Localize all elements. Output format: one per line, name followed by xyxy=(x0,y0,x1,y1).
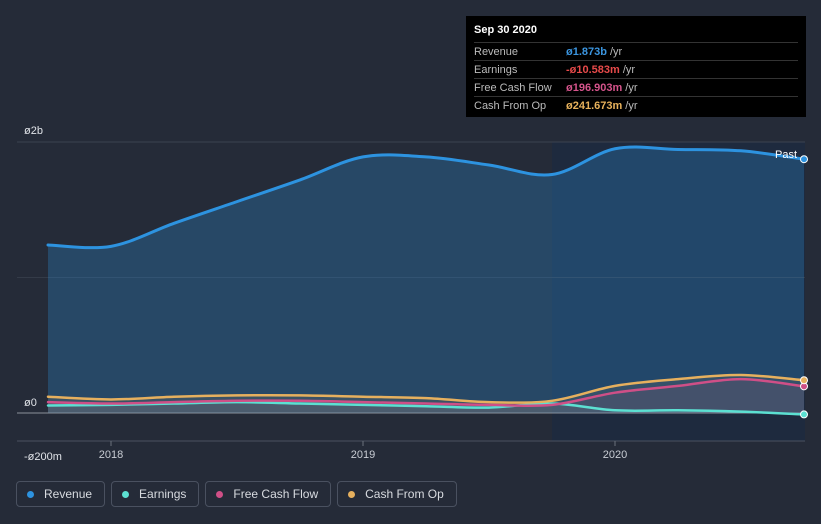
y-tick-label: ø0 xyxy=(24,397,37,409)
series-area-free-cash-flow xyxy=(48,379,804,413)
series-line-cash-from-op xyxy=(46,373,806,404)
earnings-dot-icon xyxy=(122,490,130,498)
legend-label: Free Cash Flow xyxy=(233,487,319,501)
legend-label: Revenue xyxy=(44,487,93,501)
revenue-dot-icon xyxy=(27,490,34,498)
tooltip-unit: /yr xyxy=(625,81,638,94)
series-end-point xyxy=(800,155,808,164)
legend-item-revenue[interactable]: Revenue xyxy=(16,481,106,507)
series-line-earnings xyxy=(46,400,806,416)
tooltip-unit: /yr xyxy=(625,99,638,112)
y-tick-label: -ø200m xyxy=(24,451,62,463)
chart-legend: Revenue Earnings Free Cash Flow Cash Fro… xyxy=(16,481,457,507)
legend-label: Cash From Op xyxy=(365,487,444,501)
tooltip-label: Free Cash Flow xyxy=(474,81,552,94)
free-cash-flow-dot-icon xyxy=(216,490,224,498)
legend-label: Earnings xyxy=(139,487,187,501)
x-tick-label: 2020 xyxy=(603,449,627,461)
tooltip-unit: /yr xyxy=(609,45,623,58)
tooltip-date: Sep 30 2020 xyxy=(474,24,537,36)
tooltip-row-revenue: Revenue ø1.873b /yr xyxy=(474,42,798,60)
tooltip-label: Cash From Op xyxy=(474,99,547,112)
y-tick-label: ø2b xyxy=(24,125,43,137)
tooltip-label: Revenue xyxy=(474,45,519,58)
tooltip-value: ø241.673m xyxy=(566,99,623,112)
series-end-point xyxy=(800,376,808,385)
series-area-revenue xyxy=(48,147,804,413)
legend-item-cash-from-op[interactable]: Cash From Op xyxy=(337,481,457,507)
cash-from-op-dot-icon xyxy=(348,490,356,498)
legend-item-free-cash-flow[interactable]: Free Cash Flow xyxy=(205,481,332,507)
tooltip-label: Earnings xyxy=(474,63,518,76)
tooltip-unit: /yr xyxy=(622,63,636,76)
tooltip-value: -ø10.583m xyxy=(566,63,620,76)
series-end-point xyxy=(800,410,808,419)
tooltip-row-earnings: Earnings -ø10.583m /yr xyxy=(474,60,798,78)
series-area-cash-from-op xyxy=(48,375,804,413)
legend-item-earnings[interactable]: Earnings xyxy=(111,481,200,507)
tooltip-row-cash-from-op: Cash From Op ø241.673m /yr xyxy=(474,96,798,114)
past-label: Past xyxy=(775,149,797,161)
series-line-free-cash-flow xyxy=(46,377,806,408)
series-line-revenue xyxy=(46,145,806,250)
tooltip-value: ø1.873b xyxy=(566,45,607,58)
x-tick-label: 2018 xyxy=(99,449,123,461)
tooltip-row-free-cash-flow: Free Cash Flow ø196.903m /yr xyxy=(474,78,798,96)
data-tooltip: Sep 30 2020 Revenue ø1.873b /yr Earnings… xyxy=(466,16,806,117)
tooltip-value: ø196.903m xyxy=(566,81,623,94)
x-tick-label: 2019 xyxy=(351,449,375,461)
